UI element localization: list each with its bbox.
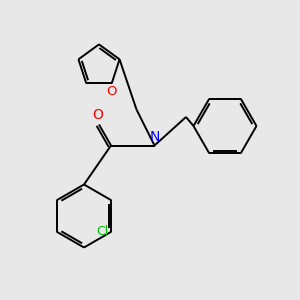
Text: Cl: Cl xyxy=(96,225,108,238)
Text: N: N xyxy=(149,130,160,144)
Text: O: O xyxy=(92,107,103,122)
Text: O: O xyxy=(106,85,117,98)
